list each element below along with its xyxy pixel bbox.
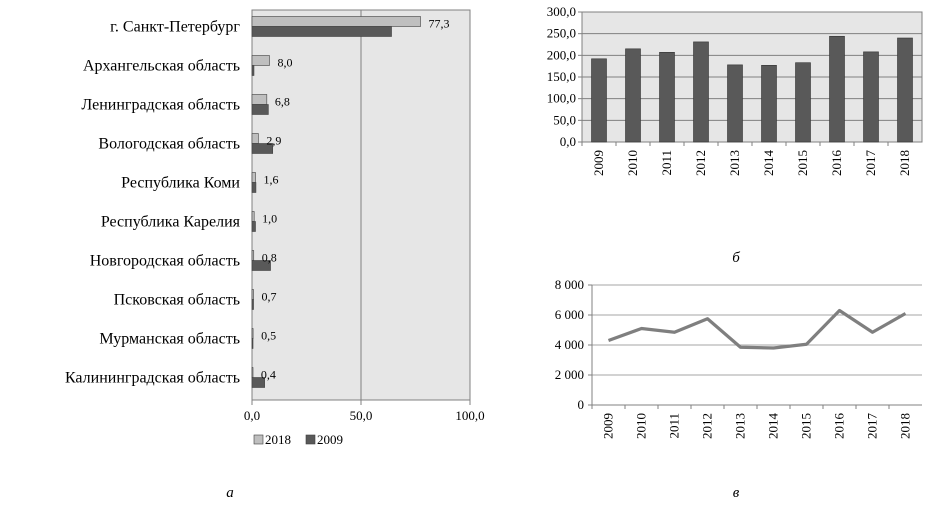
bar-2009 [251, 299, 254, 310]
panel-label-b: б [732, 250, 740, 266]
category-label-a: Республика Карелия [101, 214, 241, 231]
y-tick-label-c: 2 000 [555, 367, 584, 382]
bar-2018 [251, 55, 270, 66]
bar-2018 [251, 211, 255, 222]
x-tick-label-c: 2012 [700, 413, 715, 439]
x-tick-label-b: 2017 [863, 150, 878, 177]
data-label-a: 0,5 [261, 329, 276, 343]
data-label-a: 77,3 [429, 17, 450, 31]
data-label-a: 2,9 [266, 134, 281, 148]
y-tick-label-c: 8 000 [555, 277, 584, 292]
data-label-a: 1,6 [263, 173, 278, 187]
x-tick-label-b: 2012 [693, 150, 708, 176]
x-tick-label-c: 2018 [898, 413, 913, 439]
bar-2018 [251, 172, 256, 183]
bar-2018 [251, 250, 255, 261]
x-tick-label-c: 2015 [799, 413, 814, 439]
x-tick-label-c: 2017 [865, 413, 880, 440]
bar-2018 [251, 328, 254, 339]
legend-label: 2009 [317, 432, 343, 447]
x-tick-label-a: 50,0 [350, 408, 373, 423]
x-tick-label-b: 2009 [591, 150, 606, 176]
panel-label-a: а [226, 485, 234, 501]
x-tick-label-c: 2009 [601, 413, 616, 439]
x-tick-label-b: 2015 [795, 150, 810, 176]
x-tick-label-c: 2010 [634, 413, 649, 439]
data-label-a: 0,7 [262, 290, 277, 304]
bar-year [591, 58, 607, 143]
x-tick-label-c: 2013 [733, 413, 748, 439]
bar-year [761, 65, 777, 143]
x-tick-label-c: 2014 [766, 413, 781, 440]
bar-2018 [251, 133, 259, 144]
category-label-a: Республика Коми [121, 175, 240, 192]
y-tick-label-b: 100,0 [547, 91, 576, 106]
bar-2009 [251, 260, 271, 271]
bar-2009 [251, 338, 254, 349]
category-label-a: Архангельская область [83, 58, 240, 75]
bar-2018 [251, 16, 421, 27]
bar-2009 [251, 26, 392, 37]
category-label-a: г. Санкт-Петербург [110, 19, 240, 36]
bar-2018 [251, 289, 254, 300]
category-label-a: Новгородская область [90, 253, 240, 270]
bar-2009 [251, 143, 274, 154]
bar-year [863, 51, 879, 143]
bar-year [659, 51, 675, 143]
category-label-a: Мурманская область [99, 331, 240, 348]
bar-2009 [251, 221, 256, 232]
bar-2018 [251, 367, 254, 378]
series-line [607, 308, 907, 350]
bar-year [625, 48, 641, 143]
bar-year [795, 62, 811, 143]
legend-label: 2018 [265, 432, 291, 447]
category-label-a: Вологодская область [98, 136, 240, 153]
legend-swatch-2018 [253, 434, 264, 445]
category-label-a: Ленинградская область [81, 97, 240, 114]
y-tick-label-b: 150,0 [547, 69, 576, 84]
data-label-a: 8,0 [277, 56, 292, 70]
x-tick-label-c: 2016 [832, 413, 847, 440]
y-tick-label-c: 6 000 [555, 307, 584, 322]
bar-year [727, 64, 743, 143]
x-tick-label-b: 2014 [761, 150, 776, 177]
category-label-a: Калининградская область [65, 370, 240, 387]
data-label-a: 6,8 [275, 95, 290, 109]
category-label-a: Псковская область [114, 292, 240, 309]
bar-2009 [251, 377, 265, 388]
y-tick-label-c: 4 000 [555, 337, 584, 352]
data-label-a: 0,4 [261, 368, 276, 382]
y-tick-label-b: 200,0 [547, 47, 576, 62]
bar-2009 [251, 182, 257, 193]
bar-2009 [251, 65, 255, 76]
x-tick-label-b: 2018 [897, 150, 912, 176]
bar-year [829, 35, 845, 143]
x-tick-label-b: 2016 [829, 150, 844, 177]
y-tick-label-b: 50,0 [553, 112, 576, 127]
bar-year [693, 41, 709, 143]
x-tick-label-b: 2013 [727, 150, 742, 176]
x-tick-label-b: 2011 [659, 150, 674, 176]
y-tick-label-b: 250,0 [547, 26, 576, 41]
x-tick-label-c: 2011 [667, 413, 682, 439]
panel-label-c: в [733, 485, 740, 501]
x-tick-label-a: 100,0 [455, 408, 484, 423]
y-tick-label-b: 0,0 [560, 134, 576, 149]
x-tick-label-b: 2010 [625, 150, 640, 176]
legend-swatch-2009 [305, 434, 316, 445]
y-tick-label-c: 0 [578, 397, 585, 412]
bar-2009 [251, 104, 269, 115]
y-tick-label-b: 300,0 [547, 4, 576, 19]
data-label-a: 1,0 [262, 212, 277, 226]
x-tick-label-a: 0,0 [244, 408, 260, 423]
data-label-a: 0,8 [262, 251, 277, 265]
bar-year [897, 37, 913, 143]
bar-2018 [251, 94, 268, 105]
